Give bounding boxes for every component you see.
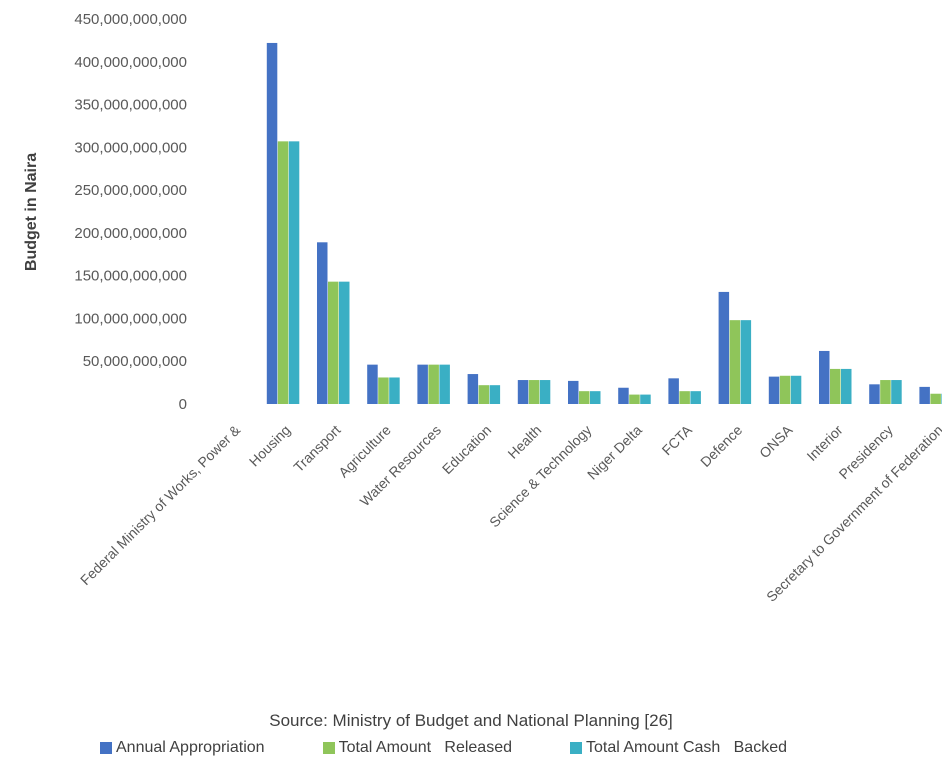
legend-swatch xyxy=(570,742,582,754)
bar xyxy=(489,385,501,404)
bar xyxy=(690,391,701,404)
bar xyxy=(768,376,780,404)
bar xyxy=(378,377,389,404)
bar xyxy=(428,364,439,404)
bar xyxy=(779,375,791,404)
category-label: Interior xyxy=(803,422,845,464)
category-label: Housing xyxy=(246,422,294,470)
bar xyxy=(539,380,551,404)
bar xyxy=(718,291,730,404)
y-tick-label: 200,000,000,000 xyxy=(74,225,187,242)
category-label: Education xyxy=(439,422,494,477)
y-tick-label: 250,000,000,000 xyxy=(74,182,187,199)
bar xyxy=(668,378,679,404)
bar xyxy=(740,320,752,404)
y-tick-label: 100,000,000,000 xyxy=(74,310,187,327)
bar xyxy=(880,380,891,404)
legend: Annual Appropriation Total Amount Releas… xyxy=(100,739,787,757)
y-tick-label: 50,000,000,000 xyxy=(83,353,187,370)
y-tick-label: 450,000,000,000 xyxy=(74,11,187,28)
bars xyxy=(266,42,942,404)
bar xyxy=(579,391,590,404)
bar xyxy=(819,350,830,404)
bar xyxy=(389,377,400,404)
category-label: Transport xyxy=(290,422,343,475)
bar xyxy=(729,320,741,404)
legend-item-annual-appropriation: Annual Appropriation xyxy=(100,739,265,757)
y-tick-label: 400,000,000,000 xyxy=(74,54,187,71)
bar xyxy=(590,391,601,404)
legend-label: Total Amount Released xyxy=(338,739,512,756)
bar xyxy=(339,281,350,404)
bar xyxy=(891,380,902,404)
y-tick-label: 150,000,000,000 xyxy=(74,268,187,285)
bar xyxy=(790,375,802,404)
category-label: Federal Ministry of Works, Power & xyxy=(77,421,244,588)
bar xyxy=(478,385,490,404)
bar xyxy=(328,281,339,404)
category-label: Defence xyxy=(697,422,745,470)
bar xyxy=(640,394,651,404)
bar xyxy=(841,368,852,404)
legend-item-total-amount-released: Total Amount Released xyxy=(322,739,512,757)
bar xyxy=(367,364,378,404)
bar-chart: 0 50,000,000,000 100,000,000,000 150,000,00… xyxy=(23,11,942,605)
category-labels: Federal Ministry of Works, Power & Housin… xyxy=(77,421,942,604)
bar xyxy=(288,141,300,404)
bar xyxy=(266,42,278,404)
bar xyxy=(317,242,328,404)
bar xyxy=(568,380,579,404)
legend-item-total-amount-cash-backed: Total Amount Cash Backed xyxy=(570,739,787,757)
bar xyxy=(869,384,880,404)
category-label: Science & Technology xyxy=(486,422,595,531)
bar xyxy=(439,364,450,404)
category-label: Health xyxy=(504,422,544,462)
y-tick-label: 350,000,000,000 xyxy=(74,97,187,114)
bar xyxy=(629,394,640,404)
legend-label: Total Amount Cash Backed xyxy=(586,739,787,756)
bar xyxy=(919,386,930,404)
bar xyxy=(528,380,540,404)
category-label: Niger Delta xyxy=(584,422,645,483)
bar xyxy=(830,368,841,404)
category-label: FCTA xyxy=(659,421,696,458)
bar xyxy=(277,141,289,404)
y-tick-label: 300,000,000,000 xyxy=(74,139,187,156)
bar xyxy=(618,387,629,404)
bar xyxy=(930,393,941,404)
source-note: Source: Ministry of Budget and National … xyxy=(269,711,673,730)
category-label: Secretary to Government of Federation xyxy=(763,422,942,605)
y-axis-ticks: 0 50,000,000,000 100,000,000,000 150,000,00… xyxy=(74,11,187,413)
category-label: ONSA xyxy=(756,421,796,461)
legend-swatch xyxy=(100,742,112,754)
y-tick-label: 0 xyxy=(179,396,187,413)
bar xyxy=(517,380,529,404)
legend-swatch xyxy=(322,742,335,754)
bar xyxy=(417,364,428,404)
bar xyxy=(467,374,479,404)
bar xyxy=(679,391,690,404)
legend-label: Annual Appropriation xyxy=(116,739,265,756)
y-axis-label: Budget in Naira xyxy=(23,153,40,271)
